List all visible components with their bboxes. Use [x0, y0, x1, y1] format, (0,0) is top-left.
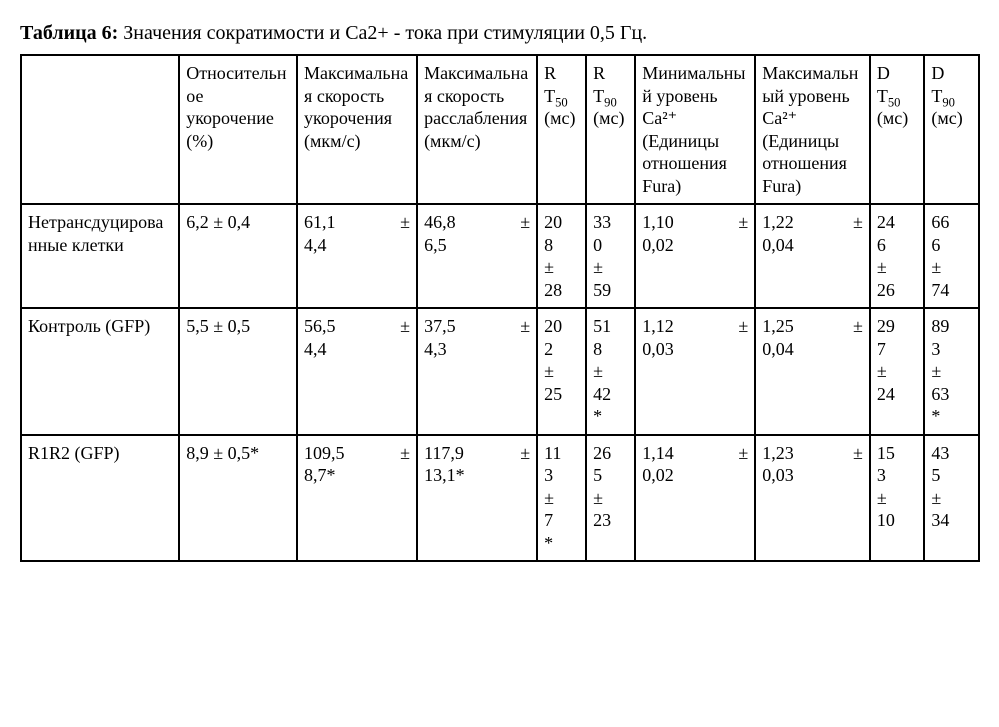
cell-maxshort: 109,5±8,7* [297, 435, 417, 562]
cell-dt90: 435±34 [924, 435, 979, 562]
dt50-c: (мс) [877, 108, 908, 128]
header-maxshort: Максимальная скорость укорочения (мкм/с) [297, 55, 417, 204]
cell-otn: 8,9 ± 0,5* [179, 435, 297, 562]
table-body: Нетрансдуцированные клетки6,2 ± 0,461,1±… [21, 204, 979, 561]
table-caption: Таблица 6: Значения сократимости и Ca2+ … [20, 20, 980, 46]
rt9-a: R [593, 63, 605, 83]
table-row: R1R2 (GFP)8,9 ± 0,5*109,5±8,7*117,9±13,1… [21, 435, 979, 562]
cell-minca: 1,10±0,02 [635, 204, 755, 308]
cell-rt50: 208±28 [537, 204, 586, 308]
table-row: Контроль (GFP)5,5 ± 0,556,5±4,437,5±4,32… [21, 308, 979, 435]
cell-otn: 5,5 ± 0,5 [179, 308, 297, 435]
cell-dt50: 297±24 [870, 308, 925, 435]
cell-maxshort: 61,1±4,4 [297, 204, 417, 308]
caption-text: Значения сократимости и Ca2+ - тока при … [118, 22, 647, 44]
rt5-a: R [544, 63, 556, 83]
cell-dt90: 893±63* [924, 308, 979, 435]
header-minca: Минимальный уровень Ca²⁺ (Единицы отноше… [635, 55, 755, 204]
header-maxrelax: Максимальная скорость расслабления (мкм/… [417, 55, 537, 204]
document-container: Таблица 6: Значения сократимости и Ca2+ … [20, 20, 980, 562]
data-table: Относительное укорочение (%) Максимальна… [20, 54, 980, 562]
header-dt90: D T90 (мс) [924, 55, 979, 204]
cell-maxca: 1,22±0,04 [755, 204, 870, 308]
header-rowlabel [21, 55, 179, 204]
table-row: Нетрансдуцированные клетки6,2 ± 0,461,1±… [21, 204, 979, 308]
rt9-b: T [593, 86, 604, 106]
dt90-sub: 90 [942, 95, 955, 109]
dt90-b: T [931, 86, 942, 106]
cell-maxrelax: 46,8±6,5 [417, 204, 537, 308]
cell-minca: 1,14±0,02 [635, 435, 755, 562]
caption-label: Таблица 6: [20, 22, 118, 44]
cell-minca: 1,12±0,03 [635, 308, 755, 435]
cell-maxshort: 56,5±4,4 [297, 308, 417, 435]
rt5-sub: 50 [555, 95, 568, 109]
table-head: Относительное укорочение (%) Максимальна… [21, 55, 979, 204]
rt5-c: (мс) [544, 108, 575, 128]
cell-rt90: 518±42* [586, 308, 635, 435]
cell-rowlabel: R1R2 (GFP) [21, 435, 179, 562]
cell-maxrelax: 37,5±4,3 [417, 308, 537, 435]
header-row: Относительное укорочение (%) Максимальна… [21, 55, 979, 204]
dt50-sub: 50 [888, 95, 901, 109]
cell-rowlabel: Нетрансдуцированные клетки [21, 204, 179, 308]
dt90-c: (мс) [931, 108, 962, 128]
cell-rowlabel: Контроль (GFP) [21, 308, 179, 435]
header-maxca: Максимальный уровень Ca²⁺ (Единицы отнош… [755, 55, 870, 204]
cell-dt50: 153±10 [870, 435, 925, 562]
header-dt50: D T50 (мс) [870, 55, 925, 204]
cell-otn: 6,2 ± 0,4 [179, 204, 297, 308]
cell-maxca: 1,25±0,04 [755, 308, 870, 435]
cell-rt90: 265±23 [586, 435, 635, 562]
rt9-c: (мс) [593, 108, 624, 128]
rt9-sub: 90 [604, 95, 617, 109]
rt5-b: T [544, 86, 555, 106]
cell-rt50: 113±7* [537, 435, 586, 562]
cell-dt90: 666±74 [924, 204, 979, 308]
dt50-b: T [877, 86, 888, 106]
header-otn: Относительное укорочение (%) [179, 55, 297, 204]
cell-maxrelax: 117,9±13,1* [417, 435, 537, 562]
cell-rt90: 330±59 [586, 204, 635, 308]
dt90-a: D [931, 63, 944, 83]
cell-rt50: 202±25 [537, 308, 586, 435]
header-rt50: R T50 (мс) [537, 55, 586, 204]
header-rt90: R T90 (мс) [586, 55, 635, 204]
dt50-a: D [877, 63, 890, 83]
cell-dt50: 246±26 [870, 204, 925, 308]
cell-maxca: 1,23±0,03 [755, 435, 870, 562]
